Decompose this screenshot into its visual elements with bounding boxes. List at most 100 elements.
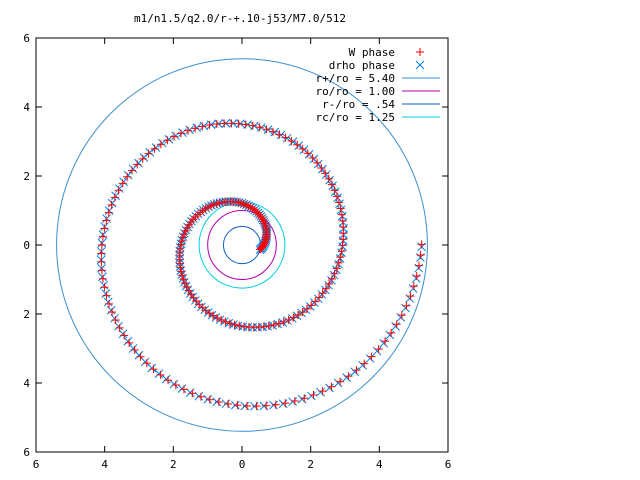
w-point-158 (107, 200, 116, 209)
w-point-172 (111, 316, 120, 325)
w-point-179 (149, 365, 158, 374)
x-tick-label-2: 2 (170, 458, 177, 471)
w-point-173 (115, 323, 124, 332)
drho-point-196 (297, 394, 307, 404)
drho-point-197 (307, 391, 316, 401)
w-point-156 (114, 186, 123, 195)
drho-point-208 (391, 322, 400, 331)
drho-point-94 (287, 313, 297, 323)
legend-label-4: r-/ro = .54 (322, 98, 395, 111)
legend-marker-1 (415, 60, 425, 70)
w-point-114 (338, 216, 347, 225)
drho-point-198 (316, 387, 325, 397)
w-point-116 (336, 204, 345, 213)
w-point-83 (235, 321, 244, 330)
y-tick-label-6: 6 (23, 32, 30, 45)
w-point-139 (220, 119, 229, 128)
w-point-97 (302, 304, 311, 313)
w-point-199 (327, 382, 336, 391)
drho-point-199 (325, 383, 334, 393)
w-point-142 (198, 122, 207, 131)
w-point-188 (224, 399, 233, 408)
w-point-210 (402, 301, 411, 310)
w-point-133 (262, 125, 271, 134)
w-point-135 (248, 121, 257, 130)
drho-point-174 (118, 329, 128, 339)
w-point-94 (289, 313, 298, 322)
w-point-215 (416, 251, 425, 260)
w-point-79 (217, 315, 226, 324)
w-point-67 (180, 279, 189, 288)
w-point-57 (176, 240, 185, 249)
w-point-153 (128, 166, 137, 175)
w-point-155 (118, 179, 127, 188)
w-point-202 (352, 366, 361, 375)
w-point-119 (330, 186, 339, 195)
w-point-168 (100, 283, 109, 292)
circle-2 (222, 225, 262, 265)
w-point-63 (176, 263, 185, 272)
w-point-115 (337, 210, 346, 219)
y-tick-label-4: 2 (23, 170, 30, 183)
w-point-91 (274, 319, 283, 328)
drho-point-153 (128, 164, 138, 174)
w-point-169 (102, 291, 111, 300)
w-point-102 (321, 284, 330, 293)
w-point-110 (338, 241, 347, 250)
drho-point-97 (301, 305, 311, 315)
w-point-90 (269, 320, 278, 329)
w-point-163 (97, 241, 106, 249)
w-point-126 (303, 149, 312, 158)
w-point-16 (261, 221, 270, 230)
w-point-207 (387, 328, 396, 337)
drho-point-200 (333, 378, 343, 388)
w-point-149 (150, 144, 159, 153)
w-point-108 (336, 253, 345, 262)
y-tick-label-0: 6 (23, 446, 30, 459)
w-point-141 (205, 121, 214, 130)
w-point-27 (246, 203, 255, 212)
drho-point-145 (178, 128, 187, 137)
drho-point-203 (358, 360, 367, 370)
w-point-109 (337, 247, 346, 256)
w-point-147 (163, 136, 172, 145)
w-point-214 (414, 261, 423, 270)
w-point-132 (269, 127, 278, 136)
w-point-53 (181, 226, 190, 235)
w-point-182 (171, 381, 180, 390)
w-point-127 (298, 144, 307, 153)
w-point-161 (100, 224, 109, 233)
w-point-166 (97, 266, 106, 275)
w-point-190 (243, 401, 252, 410)
w-point-96 (298, 308, 307, 317)
drho-point-143 (192, 123, 202, 133)
w-point-88 (259, 322, 268, 331)
w-point-103 (325, 279, 334, 288)
w-point-196 (300, 394, 309, 403)
drho-point-176 (128, 344, 138, 353)
w-point-106 (332, 264, 341, 273)
w-point-178 (142, 359, 151, 368)
w-point-17 (260, 219, 269, 228)
w-point-89 (264, 321, 273, 330)
w-point-107 (334, 258, 343, 267)
w-point-68 (182, 282, 191, 291)
w-point-121 (324, 174, 333, 183)
y-tick-label-1: 4 (23, 377, 30, 390)
circle-0 (56, 58, 428, 432)
drho-point-205 (372, 346, 382, 356)
drho-point-96 (297, 308, 306, 318)
w-point-197 (309, 390, 318, 399)
w-point-205 (374, 345, 383, 354)
drho-point-201 (342, 373, 351, 383)
y-tick-label-2: 2 (23, 308, 30, 321)
w-point-154 (123, 172, 132, 181)
drho-point-118 (333, 193, 342, 203)
drho-point-168 (99, 280, 109, 290)
w-point-157 (110, 193, 119, 202)
w-point-26 (248, 204, 257, 213)
w-point-181 (164, 376, 173, 385)
x-tick-label-0: 6 (33, 458, 40, 471)
y-tick-label-5: 4 (23, 101, 30, 114)
